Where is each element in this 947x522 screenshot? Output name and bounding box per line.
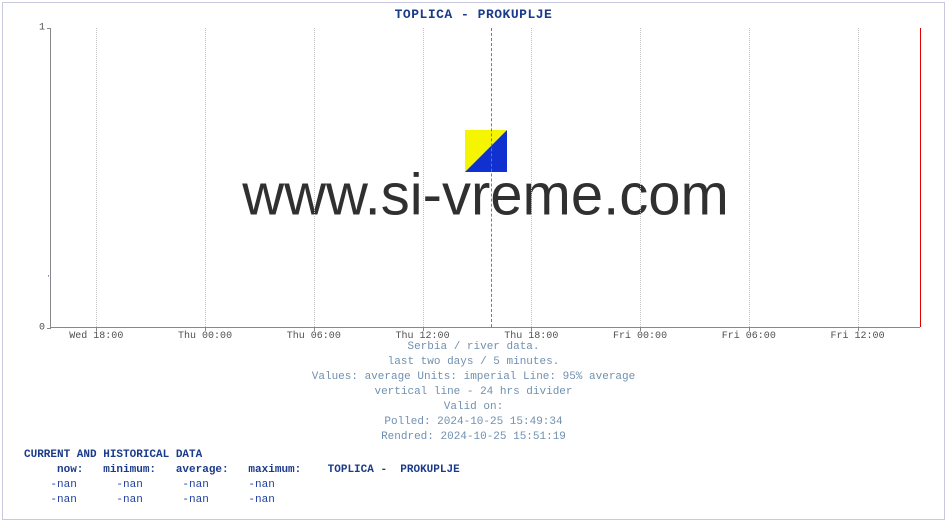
- watermark-icon: [465, 130, 507, 172]
- data-table: CURRENT AND HISTORICAL DATA now: minimum…: [24, 448, 460, 508]
- chart-title: TOPLICA - PROKUPLJE: [0, 7, 947, 22]
- y-tick-label: 1: [39, 23, 45, 34]
- meta-line: Valid on:: [0, 400, 947, 415]
- meta-line: Serbia / river data.: [0, 340, 947, 355]
- meta-line: Polled: 2024-10-25 15:49:34: [0, 415, 947, 430]
- grid-line: [531, 28, 532, 327]
- divider-24h: [491, 28, 492, 327]
- meta-line: Values: average Units: imperial Line: 95…: [0, 370, 947, 385]
- table-columns: now: minimum: average: maximum: TOPLICA …: [24, 463, 460, 478]
- meta-line: vertical line - 24 hrs divider: [0, 385, 947, 400]
- watermark-text: www.si-vreme.com: [242, 162, 729, 229]
- table-heading: CURRENT AND HISTORICAL DATA: [24, 448, 460, 463]
- grid-line: [858, 28, 859, 327]
- grid-line: [205, 28, 206, 327]
- now-line: [920, 28, 921, 327]
- y-tick-label: 0: [39, 323, 45, 334]
- meta-line: last two days / 5 minutes.: [0, 355, 947, 370]
- chart-plot-area: www.si-vreme.com 01Wed 18:00Thu 00:00Thu…: [50, 28, 920, 328]
- grid-line: [749, 28, 750, 327]
- grid-line: [640, 28, 641, 327]
- table-row: -nan -nan -nan -nan: [24, 478, 460, 493]
- grid-line: [423, 28, 424, 327]
- grid-line: [314, 28, 315, 327]
- meta-line: Rendred: 2024-10-25 15:51:19: [0, 430, 947, 445]
- y-tick-mark: [47, 328, 51, 329]
- chart-metadata: Serbia / river data. last two days / 5 m…: [0, 340, 947, 445]
- grid-line: [96, 28, 97, 327]
- y-tick-mark: [47, 28, 51, 29]
- table-row: -nan -nan -nan -nan: [24, 493, 460, 508]
